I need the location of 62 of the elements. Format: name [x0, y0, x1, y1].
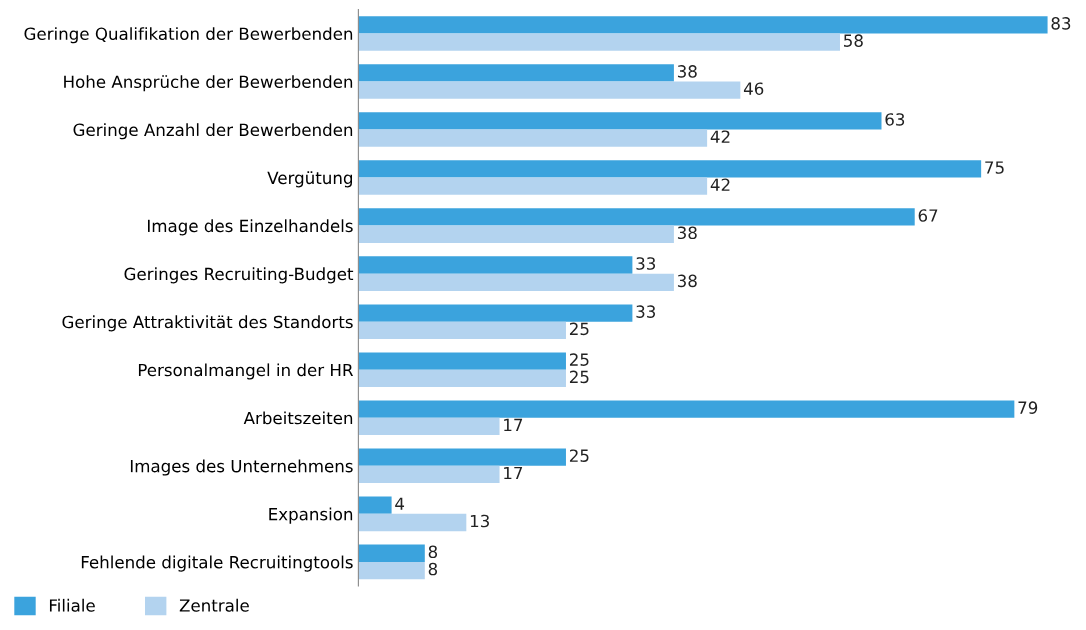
bar: [358, 513, 467, 532]
bar: [358, 304, 633, 322]
data-label: 38: [677, 226, 697, 240]
data-label: 8: [428, 562, 438, 576]
y-tick-label: Personalmangel in der HR: [138, 363, 354, 380]
data-label: 83: [1051, 17, 1071, 30]
data-label: 33: [636, 305, 656, 318]
y-tick-label: Fehlende digitale Recruitingtools: [81, 555, 353, 572]
bar: [358, 225, 674, 243]
data-label: 25: [569, 353, 589, 366]
bar: [358, 16, 1048, 34]
y-tick-label: Arbeitszeiten: [243, 411, 353, 425]
y-tick-label: Vergütung: [267, 171, 352, 188]
data-label: 17: [504, 466, 523, 480]
bar: [358, 369, 566, 388]
bar: [358, 496, 392, 514]
data-label: 25: [569, 322, 589, 336]
bar: [358, 64, 674, 82]
data-label: 38: [677, 65, 697, 78]
data-label: 25: [569, 370, 589, 384]
bar: [358, 208, 915, 226]
data-label: 46: [743, 82, 764, 95]
bar: [358, 561, 425, 580]
bar: [358, 400, 1015, 418]
y-tick-label: Geringe Anzahl der Bewerbenden: [73, 123, 353, 140]
y-tick-label: Image des Einzelhandels: [148, 219, 353, 236]
data-label: 79: [1018, 401, 1038, 414]
bar: [358, 448, 566, 466]
data-label: 75: [985, 161, 1004, 174]
legend-label: Zentrale: [179, 598, 249, 612]
data-label: 63: [885, 113, 905, 126]
data-label: 58: [844, 34, 863, 47]
bar: [358, 273, 674, 291]
y-tick-label: Geringe Qualifikation der Bewerbenden: [24, 27, 353, 44]
y-tick-label: Geringe Attraktivität des Standorts: [62, 315, 353, 332]
bar: [358, 160, 982, 178]
bar: [358, 352, 566, 370]
data-label: 33: [636, 257, 656, 270]
bar: [358, 256, 633, 274]
bar: [358, 129, 708, 147]
bar: [358, 417, 500, 436]
data-label: 42: [710, 178, 730, 191]
data-label: 38: [677, 274, 697, 288]
data-label: 42: [710, 130, 730, 143]
legend-label: Filiale: [49, 598, 95, 612]
bar: [358, 81, 741, 99]
data-label: 17: [504, 418, 523, 432]
bar: [358, 33, 840, 51]
data-label: 4: [395, 497, 405, 510]
y-tick-label: Images des Unternehmens: [130, 459, 353, 476]
data-label: 8: [428, 545, 438, 559]
y-tick-label: Hohe Ansprüche der Bewerbenden: [64, 75, 353, 92]
bar: [358, 177, 708, 195]
bar: [358, 321, 566, 339]
y-tick-label: Expansion: [269, 507, 353, 524]
bar: [358, 544, 425, 562]
data-label: 13: [470, 514, 489, 528]
bar: [358, 465, 500, 484]
y-tick-label: Geringes Recruiting-Budget: [124, 267, 354, 284]
data-label: 67: [918, 209, 938, 222]
bar: [358, 112, 882, 130]
data-label: 25: [569, 449, 589, 462]
